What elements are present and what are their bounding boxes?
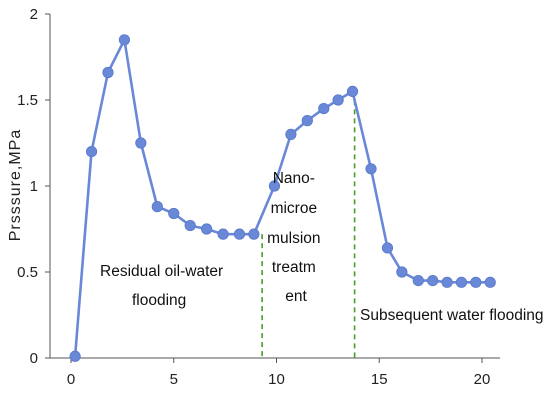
data-point [365, 163, 377, 175]
y-tick-label: 0 [30, 350, 38, 367]
data-point [318, 103, 330, 115]
data-point [412, 274, 424, 287]
annotation-nano-microemulsion: Nano- microe mulsion treatm ent [267, 170, 325, 305]
annotation-residual-flooding: Residual oil-water flooding [100, 263, 228, 309]
y-axis-label: Prsssure,MPa [7, 129, 24, 241]
data-point [301, 115, 313, 127]
series-group [69, 34, 496, 362]
phase-divider-group [261, 91, 356, 358]
x-tick-label: 10 [268, 371, 285, 388]
data-point [168, 207, 180, 220]
data-point [268, 180, 281, 192]
data-point [470, 276, 482, 288]
annotation-subsequent-line-1: Subsequent water flooding [360, 307, 544, 324]
annotation-residual-line-2: flooding [132, 292, 186, 309]
data-point [85, 146, 98, 158]
x-tick-group: 0 5 10 15 20 [67, 358, 491, 388]
annotation-nano-line-2: microe [271, 200, 318, 217]
data-point [135, 137, 147, 149]
data-point [285, 128, 297, 140]
x-tick-label: 15 [371, 371, 388, 388]
data-point [484, 276, 496, 288]
x-tick-label: 20 [474, 371, 491, 388]
annotation-subsequent-flooding: Subsequent water flooding [360, 307, 544, 324]
data-point [102, 66, 114, 79]
annotation-nano-line-5: ent [285, 288, 307, 305]
annotation-nano-line-1: Nano- [273, 170, 315, 187]
data-point [427, 274, 439, 287]
y-tick-label: 1 [30, 178, 38, 195]
data-point [455, 276, 468, 288]
annotation-residual-line-1: Residual oil-water [100, 263, 223, 280]
data-point [248, 228, 260, 240]
data-point [332, 94, 344, 106]
data-point [396, 266, 408, 278]
data-point [217, 228, 229, 240]
data-point [441, 276, 453, 288]
data-point [381, 242, 394, 254]
data-point [151, 201, 163, 213]
y-tick-label: 2 [30, 6, 38, 23]
y-tick-label: 0.5 [17, 264, 38, 281]
annotation-nano-line-4: treatm [272, 259, 316, 276]
x-tick-label: 0 [67, 371, 75, 388]
y-tick-group: 0 0.5 1 1.5 2 [17, 6, 50, 367]
x-tick-label: 5 [170, 371, 178, 388]
data-point [201, 223, 213, 235]
data-point [233, 228, 246, 240]
data-point [184, 219, 196, 232]
annotation-nano-line-3: mulsion [267, 230, 320, 247]
data-point [69, 350, 81, 362]
y-tick-label: 1.5 [17, 92, 38, 109]
data-point [118, 34, 131, 46]
data-point [346, 85, 359, 98]
